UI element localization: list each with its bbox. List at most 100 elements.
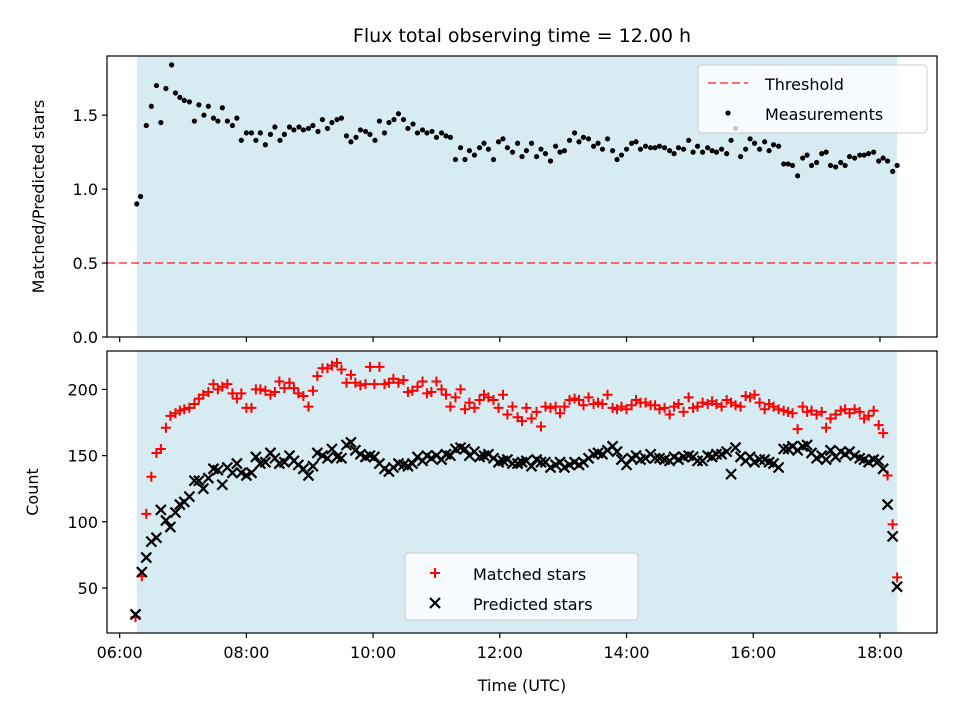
matched-star-point: [279, 383, 290, 394]
measurement-point: [305, 125, 312, 132]
predicted-star-point: [188, 474, 201, 487]
y-tick-label: 50: [78, 579, 98, 598]
predicted-star-point: [725, 468, 737, 480]
predicted-star-point: [710, 448, 723, 461]
measurement-point: [481, 140, 487, 146]
matched-star-point: [203, 387, 214, 398]
measurement-point: [224, 118, 230, 124]
measurement-point: [880, 155, 886, 161]
predicted-star-point: [881, 498, 894, 511]
ratio-panel: 0.0 0.5 1.0 1.5 Matched/Predicted stars Thres…: [29, 55, 938, 347]
matched-star-point: [502, 409, 513, 420]
matched-star-point: [844, 408, 855, 419]
matched-star-point: [787, 408, 798, 419]
legend-measurements-swatch: [725, 110, 731, 116]
predicted-star-point: [245, 467, 258, 479]
measurement-point: [590, 143, 597, 149]
predicted-star-point: [459, 443, 471, 455]
legend: Matched stars Predicted stars: [404, 552, 639, 621]
y-tick-label: 200: [67, 380, 98, 399]
matched-star-point: [507, 401, 518, 412]
measurement-point: [604, 136, 611, 142]
legend-predicted-label: Predicted stars: [473, 595, 593, 614]
measurement-point: [134, 201, 140, 207]
legend-box: [697, 64, 928, 134]
measurement-point: [680, 146, 687, 152]
measurement-point: [391, 116, 397, 123]
y-tick-label: 1.5: [73, 106, 98, 125]
predicted-star-point: [649, 452, 661, 465]
measurement-point: [272, 124, 278, 130]
matched-star-point: [825, 413, 836, 424]
y-tick-label: 150: [67, 447, 98, 466]
measurement-point: [629, 140, 635, 146]
predicted-star-point: [535, 456, 547, 468]
measurement-point: [756, 146, 763, 152]
predicted-star-point: [140, 551, 153, 564]
matched-star-point: [336, 364, 347, 375]
measurement-point: [823, 149, 829, 155]
x-tick-label: 16:00: [730, 643, 776, 662]
predicted-star-point: [720, 445, 733, 458]
measurement-point: [614, 156, 620, 163]
predicted-star-point: [506, 457, 519, 470]
predicted-star-point: [872, 455, 885, 467]
predicted-star-point: [820, 453, 832, 466]
matched-star-point: [284, 377, 295, 388]
measurement-point: [671, 151, 677, 157]
measurement-point: [348, 139, 354, 145]
measurement-point: [381, 130, 388, 136]
x-tick-label: 14:00: [603, 643, 649, 662]
measurement-point: [234, 115, 240, 121]
measurement-point: [789, 162, 796, 169]
measurement-point: [457, 145, 464, 151]
measurement-point: [367, 131, 373, 137]
measurement-point: [571, 130, 578, 136]
measurement-point: [471, 152, 478, 158]
predicted-star-point: [136, 566, 148, 578]
y-tick-label: 0.0: [73, 328, 98, 347]
measurement-point: [890, 168, 896, 174]
matched-star-point: [792, 424, 803, 435]
measurement-point: [137, 193, 144, 200]
predicted-star-point: [197, 482, 210, 495]
predicted-star-point: [183, 490, 196, 503]
measurement-point: [623, 146, 630, 152]
measurement-point: [827, 162, 834, 169]
matched-star-point: [374, 361, 385, 372]
measurement-point: [410, 121, 416, 127]
matched-star-point: [146, 471, 157, 482]
measurement-point: [561, 148, 568, 154]
measurement-point: [253, 137, 259, 143]
matched-star-point: [488, 394, 499, 405]
measurement-point: [277, 137, 283, 143]
matched-star-point: [873, 420, 884, 431]
measurement-point: [485, 146, 492, 152]
measurement-point: [576, 139, 582, 145]
matched-star-point: [341, 377, 352, 388]
measurement-point: [610, 148, 616, 154]
measurement-point: [319, 116, 326, 123]
measurement-point: [785, 161, 791, 167]
matched-star-point: [835, 405, 846, 416]
measurement-point: [852, 155, 858, 161]
measurement-point: [542, 151, 549, 157]
measurement-point: [808, 162, 815, 169]
measurement-point: [713, 149, 720, 155]
matched-star-point: [493, 402, 504, 413]
predicted-star-point: [611, 445, 623, 458]
measurement-point: [690, 149, 696, 155]
matched-star-point: [303, 401, 314, 412]
matched-star-point: [388, 373, 399, 384]
measurement-point: [243, 130, 249, 136]
measurement-point: [699, 149, 706, 155]
matched-star-point: [816, 406, 827, 417]
measurement-point: [599, 146, 606, 152]
matched-star-point: [697, 397, 708, 408]
matched-star-point: [440, 389, 451, 400]
matched-star-point: [773, 404, 784, 415]
measurement-point: [443, 133, 449, 139]
matched-star-point: [417, 376, 428, 387]
measurement-point: [424, 130, 430, 136]
matched-star-point: [184, 402, 195, 413]
